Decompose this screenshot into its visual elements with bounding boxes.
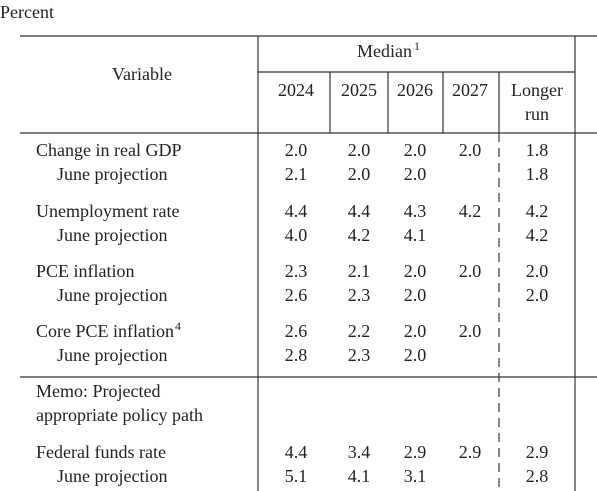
cell-value: 2.0 — [404, 345, 427, 365]
column-header: run — [525, 104, 549, 124]
sub-row-label: June projection — [57, 466, 167, 486]
column-header: 2027 — [452, 80, 488, 100]
caption: Percent — [0, 2, 54, 22]
row-label: PCE inflation — [36, 261, 135, 281]
cell-value: 2.0 — [404, 261, 427, 281]
cell-value: 4.2 — [526, 225, 549, 245]
cell-value: 2.9 — [459, 442, 482, 462]
cell-value: 2.0 — [404, 164, 427, 184]
row-label: Federal funds rate — [36, 442, 166, 462]
memo-label: appropriate policy path — [36, 405, 203, 425]
cell-value: 2.0 — [348, 140, 371, 160]
cell-value: 1.8 — [526, 164, 549, 184]
sub-row-label: June projection — [57, 225, 167, 245]
variable-header: Variable — [112, 64, 172, 84]
cell-value: 1.8 — [526, 140, 549, 160]
cell-value: 2.3 — [285, 261, 308, 281]
column-header: Longer — [511, 80, 563, 100]
cell-value: 4.0 — [285, 225, 308, 245]
cell-value: 2.0 — [526, 285, 549, 305]
row-label: Change in real GDP — [36, 140, 181, 160]
cell-value: 2.0 — [459, 261, 482, 281]
footnote-mark: 4 — [175, 319, 181, 333]
cell-value: 2.3 — [348, 345, 371, 365]
cell-value: 2.2 — [348, 321, 371, 341]
row-label: Unemployment rate — [36, 201, 179, 221]
cell-value: 4.1 — [348, 466, 371, 486]
cell-value: 4.4 — [348, 201, 371, 221]
cell-value: 2.0 — [348, 164, 371, 184]
cell-value: 2.8 — [526, 466, 549, 486]
cell-value: 2.6 — [285, 321, 308, 341]
cell-value: 2.0 — [404, 321, 427, 341]
cell-value: 2.0 — [526, 261, 549, 281]
median-header: Median — [357, 41, 412, 61]
cell-value: 4.2 — [348, 225, 371, 245]
cell-value: 5.1 — [285, 466, 308, 486]
cell-value: 2.6 — [285, 285, 308, 305]
cell-value: 4.2 — [526, 201, 549, 221]
row-label: Core PCE inflation — [36, 321, 174, 341]
column-header: 2026 — [397, 80, 433, 100]
cell-value: 3.1 — [404, 466, 427, 486]
cell-value: 2.8 — [285, 345, 308, 365]
cell-value: 4.3 — [404, 201, 427, 221]
cell-value: 2.0 — [404, 140, 427, 160]
cell-value: 2.3 — [348, 285, 371, 305]
cell-value: 4.2 — [459, 201, 482, 221]
cell-value: 2.1 — [285, 164, 308, 184]
column-header: 2025 — [341, 80, 377, 100]
cell-value: 2.0 — [285, 140, 308, 160]
cell-value: 4.4 — [285, 201, 308, 221]
cell-value: 4.1 — [404, 225, 427, 245]
cell-value: 2.9 — [404, 442, 427, 462]
cell-value: 2.1 — [348, 261, 371, 281]
column-header: 2024 — [278, 80, 314, 100]
cell-value: 2.0 — [459, 321, 482, 341]
cell-value: 2.0 — [459, 140, 482, 160]
cell-value: 2.0 — [404, 285, 427, 305]
sub-row-label: June projection — [57, 285, 167, 305]
sub-row-label: June projection — [57, 164, 167, 184]
cell-value: 2.9 — [526, 442, 549, 462]
memo-label: Memo: Projected — [36, 381, 160, 401]
sub-row-label: June projection — [57, 345, 167, 365]
cell-value: 4.4 — [285, 442, 308, 462]
cell-value: 3.4 — [348, 442, 371, 462]
footnote-mark: 1 — [414, 39, 420, 53]
